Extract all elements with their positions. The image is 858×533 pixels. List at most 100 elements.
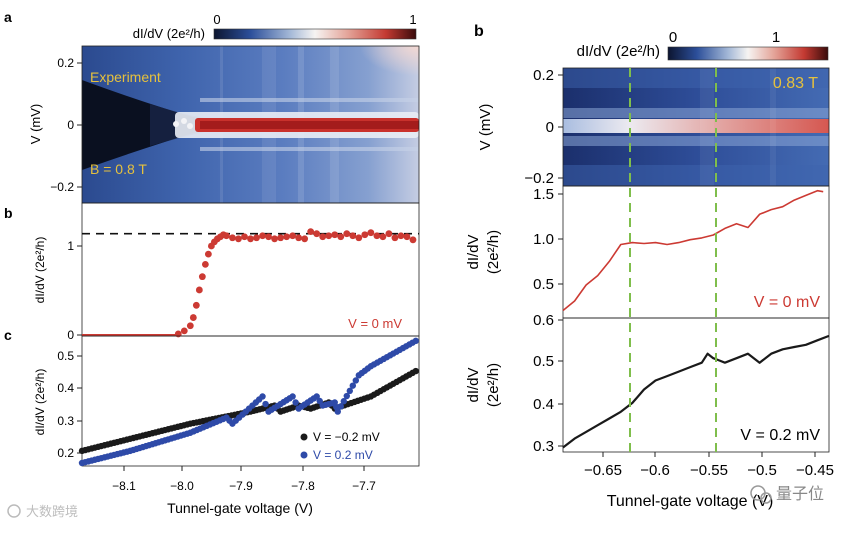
right-xtick: −0.65	[584, 462, 622, 479]
data-point	[253, 234, 260, 242]
data-point	[343, 230, 351, 238]
data-point	[319, 233, 327, 241]
data-point	[340, 398, 347, 405]
left-panel-a-yticks: 0.2 0 −0.2	[50, 56, 82, 194]
data-point	[277, 234, 284, 242]
data-point	[349, 232, 357, 240]
right-middle-yticks: 1.5 1.0 0.5	[533, 186, 563, 321]
data-point	[391, 234, 399, 242]
right-heatmap	[563, 68, 829, 186]
right-m-ytick: 1.5	[533, 186, 554, 203]
watermark-left: 大数跨境	[7, 504, 78, 519]
data-point	[385, 230, 393, 238]
right-middle-ylabel-1: dI/dV	[465, 234, 482, 269]
data-point	[271, 235, 278, 243]
right-bt-ytick: 0.5	[533, 353, 554, 370]
left-a-ytick: −0.2	[50, 180, 74, 194]
watermark-right: 量子位	[750, 485, 824, 504]
series-line	[562, 334, 830, 449]
left-b-legend: V = 0 mV	[348, 316, 402, 331]
watermark-logo-icon	[7, 504, 21, 518]
right-bottom-plot	[562, 334, 830, 449]
data-point	[373, 232, 381, 240]
right-xlabel: Tunnel-gate voltage (V)	[607, 493, 774, 510]
data-point	[337, 233, 345, 241]
data-point	[409, 236, 417, 244]
data-point	[379, 233, 387, 241]
data-point	[325, 232, 333, 240]
data-point	[204, 250, 212, 258]
right-bottom-ylabel-2: (2e²/h)	[485, 363, 502, 407]
right-colorbar-max: 1	[772, 29, 780, 46]
right-xtick: −0.6	[640, 462, 670, 479]
data-point	[331, 231, 339, 239]
right-xticks: −0.65 −0.6 −0.55 −0.5 −0.45	[584, 452, 834, 479]
left-panel-c-letter: c	[4, 327, 12, 343]
data-point	[412, 367, 419, 375]
data-point	[346, 387, 353, 395]
left-panel-c-plot	[78, 337, 419, 467]
left-field-label: B = 0.8 T	[90, 161, 147, 177]
right-b-ytick: 0.2	[533, 67, 554, 84]
left-panel-b-ylabel: dI/dV (2e²/h)	[33, 237, 47, 304]
data-point	[361, 231, 369, 239]
data-point	[349, 382, 357, 389]
left-b-ytick: 1	[67, 239, 74, 253]
right-bt-ytick: 0.6	[533, 312, 554, 329]
right-xtick: −0.45	[796, 462, 834, 479]
left-panel-a-letter: a	[4, 9, 12, 25]
left-panel-c-frame	[81, 335, 420, 467]
left-c-legend-marker-blue	[300, 451, 308, 459]
left-heatmap	[82, 46, 419, 203]
right-bottom-legend: V = 0.2 mV	[740, 427, 820, 444]
right-colorbar	[667, 46, 829, 61]
right-middle-legend: V = 0 mV	[754, 294, 821, 311]
data-point	[337, 403, 344, 410]
right-m-ytick: 0.5	[533, 276, 554, 293]
right-b-ytick: −0.2	[524, 170, 554, 187]
right-bt-ytick: 0.4	[533, 396, 554, 413]
right-bottom-yticks: 0.6 0.5 0.4 0.3	[533, 312, 563, 455]
left-xtick: −7.8	[291, 479, 315, 493]
right-colorbar-min: 0	[669, 29, 677, 46]
right-panel-b-letter: b	[474, 23, 484, 40]
left-annotation-experiment: Experiment	[90, 69, 161, 85]
data-point	[313, 393, 320, 400]
data-point	[195, 286, 203, 294]
data-point	[241, 233, 248, 241]
left-panel-b-plot	[82, 228, 419, 338]
left-c-legend-black: V = −0.2 mV	[313, 430, 380, 444]
left-a-ytick: 0	[67, 118, 74, 132]
right-xtick: −0.5	[747, 462, 777, 479]
left-xticks: −8.1 −8.0 −7.9 −7.8 −7.7	[112, 466, 376, 493]
data-point	[283, 233, 291, 241]
data-point	[313, 230, 321, 238]
data-point	[295, 234, 303, 242]
data-point	[397, 232, 405, 240]
data-point	[334, 408, 341, 415]
left-colorbar	[213, 28, 417, 40]
left-panel-c-ylabel: dI/dV (2e²/h)	[33, 369, 47, 436]
data-point	[352, 377, 360, 384]
left-xtick: −7.7	[352, 479, 376, 493]
left-colorbar-min: 0	[213, 12, 220, 27]
watermark-right-text: 量子位	[776, 485, 824, 503]
data-point	[198, 273, 206, 281]
data-point	[186, 322, 194, 330]
wechat-icon	[760, 492, 772, 504]
data-point	[229, 234, 236, 242]
left-b-ytick: 0	[67, 328, 74, 342]
right-panel-b-ylabel: V (mV)	[477, 104, 494, 151]
left-colorbar-max: 1	[409, 12, 416, 27]
watermark-left-text: 大数跨境	[26, 504, 78, 519]
left-xtick: −8.0	[170, 479, 194, 493]
data-point	[403, 233, 411, 241]
data-point	[223, 232, 230, 240]
data-point	[259, 232, 266, 240]
left-c-ytick: 0.4	[57, 381, 74, 395]
left-xtick: −8.1	[112, 479, 136, 493]
data-point	[192, 301, 200, 309]
data-point	[262, 400, 269, 408]
right-bt-ytick: 0.3	[533, 438, 554, 455]
